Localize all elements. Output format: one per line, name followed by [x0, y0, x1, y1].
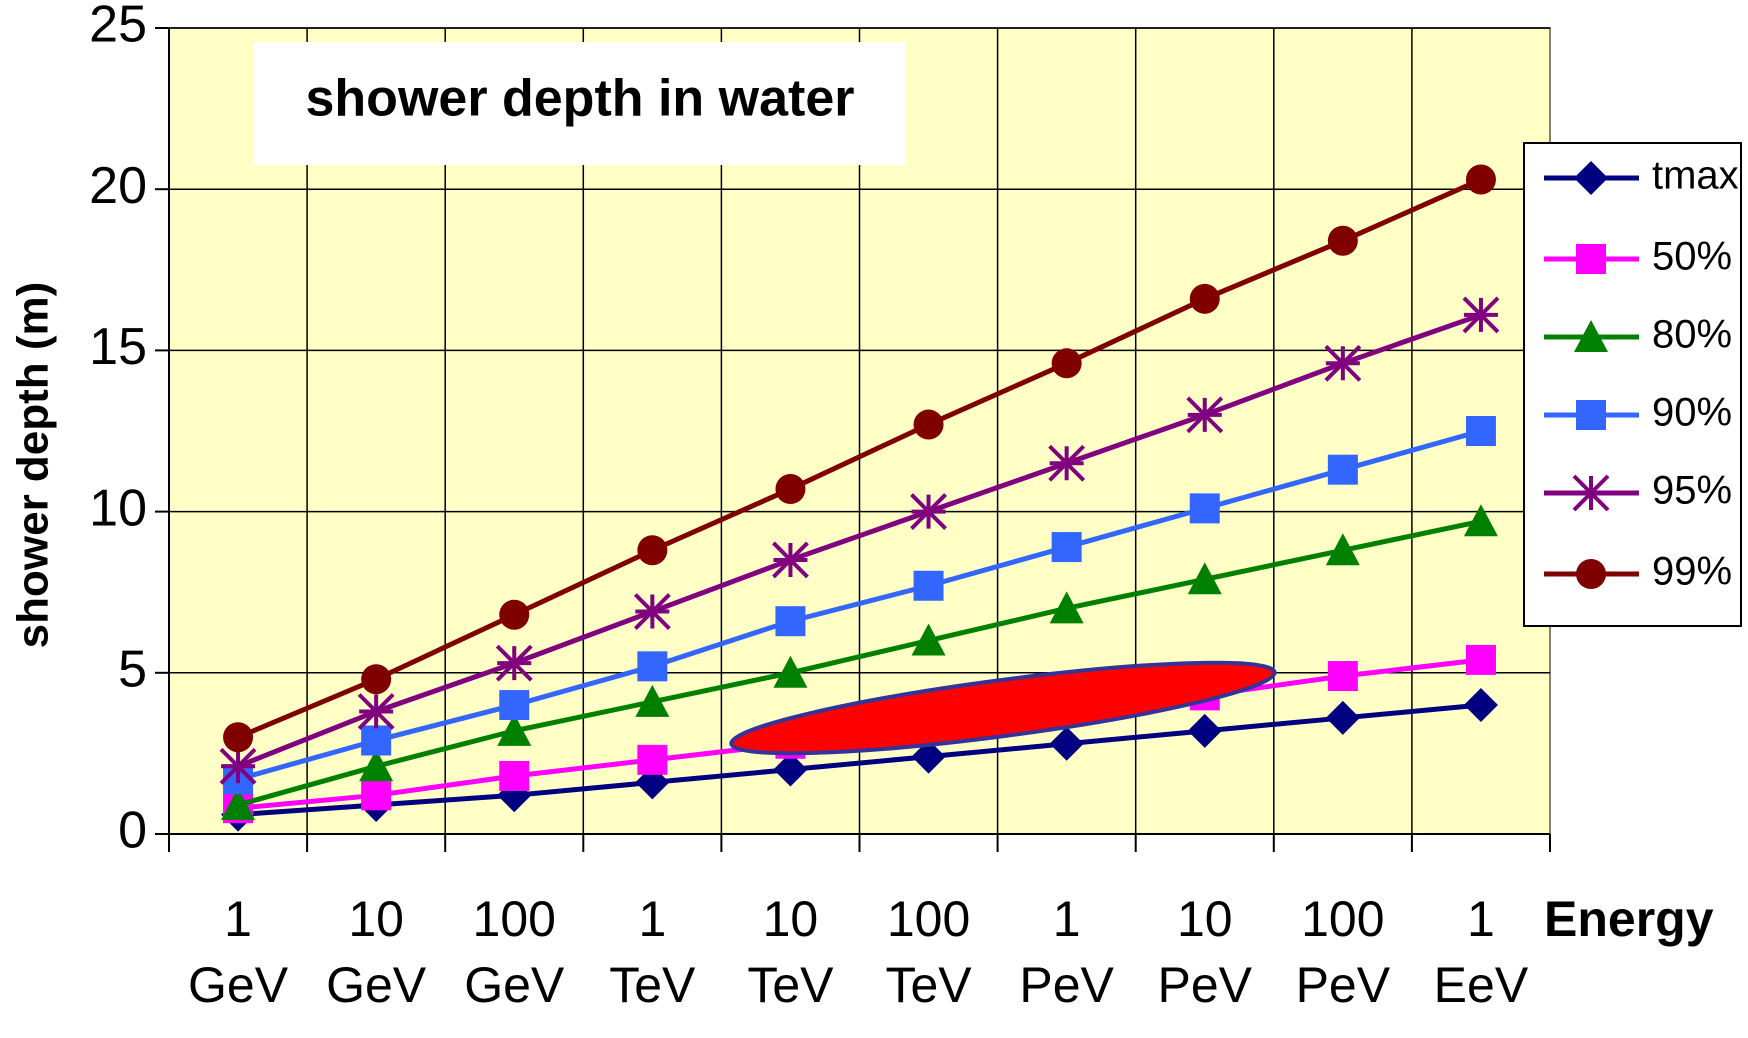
- marker: [495, 644, 533, 682]
- series-line: [237, 518, 1482, 808]
- marker: [1325, 533, 1360, 566]
- highlight-ellipse: [729, 660, 1277, 756]
- chart-title: shower depth in water: [306, 70, 855, 128]
- marker: [1048, 444, 1086, 482]
- marker: [357, 693, 395, 730]
- series-lines: [219, 164, 1500, 832]
- marker: [772, 541, 809, 579]
- legend-label: tmax: [1652, 154, 1739, 198]
- marker: [911, 739, 946, 774]
- marker: [1051, 348, 1082, 379]
- marker: [1189, 493, 1220, 524]
- marker: [1327, 454, 1358, 485]
- marker: [1465, 164, 1496, 195]
- marker: [1576, 244, 1606, 274]
- marker: [499, 599, 530, 630]
- marker: [1049, 591, 1084, 624]
- y-tick-label: 20: [89, 157, 147, 215]
- marker: [1325, 700, 1360, 735]
- marker: [1189, 283, 1220, 314]
- marker: [637, 535, 668, 566]
- marker: [1574, 161, 1608, 195]
- marker: [773, 655, 808, 688]
- marker: [1186, 396, 1224, 434]
- marker: [361, 725, 392, 756]
- marker: [1327, 661, 1358, 692]
- y-tick-label: 15: [89, 318, 147, 376]
- legend-label: 50%: [1652, 235, 1732, 279]
- title-box: [254, 42, 905, 165]
- legend-label: 90%: [1652, 391, 1732, 435]
- legend-label: 99%: [1652, 550, 1732, 594]
- marker: [1463, 504, 1498, 537]
- legend-label: 95%: [1652, 469, 1732, 513]
- marker: [1187, 562, 1222, 595]
- marker: [1576, 559, 1606, 589]
- marker: [1187, 713, 1222, 748]
- marker: [633, 593, 671, 630]
- x-tick-label: 100 TeV: [885, 891, 972, 1013]
- x-tick-label: 10 TeV: [747, 891, 834, 1013]
- x-tick-label: 1 EeV: [1433, 891, 1529, 1013]
- x-tick-label: 100 GeV: [464, 891, 565, 1013]
- marker: [1463, 688, 1498, 723]
- marker: [1576, 400, 1606, 430]
- y-tick-label: 5: [118, 641, 147, 699]
- legend-box: [1523, 142, 1742, 627]
- marker: [361, 664, 392, 695]
- y-tick-label: 0: [118, 802, 147, 860]
- series-line: [237, 428, 1482, 782]
- marker: [775, 474, 806, 505]
- marker: [913, 409, 944, 440]
- series-line: [237, 312, 1482, 769]
- marker: [1324, 344, 1362, 382]
- y-axis-label: shower depth (m): [9, 282, 58, 649]
- marker: [911, 623, 946, 656]
- marker: [1465, 644, 1496, 675]
- marker: [910, 493, 947, 531]
- marker: [1462, 296, 1500, 334]
- marker: [773, 752, 808, 787]
- marker: [913, 570, 944, 601]
- marker: [219, 747, 257, 785]
- marker: [1574, 320, 1608, 352]
- y-tick-label: 10: [89, 479, 147, 537]
- marker: [1049, 726, 1084, 761]
- x-tick-label: 100 PeV: [1295, 891, 1391, 1013]
- marker: [1572, 474, 1610, 512]
- x-axis-label: Energy: [1544, 891, 1714, 947]
- marker: [1051, 532, 1082, 563]
- marker: [775, 606, 806, 637]
- x-tick-label: 1 PeV: [1019, 891, 1114, 1013]
- marker: [637, 651, 668, 682]
- x-tick-label: 10 PeV: [1157, 891, 1252, 1013]
- series-line: [237, 702, 1482, 818]
- marker: [359, 749, 394, 782]
- marker: [497, 713, 532, 746]
- marker: [499, 760, 530, 791]
- x-tick-label: 1 TeV: [609, 891, 696, 1013]
- marker: [361, 780, 392, 811]
- marker: [635, 684, 670, 717]
- x-tick-label: 10 GeV: [326, 891, 427, 1013]
- marker: [223, 722, 254, 753]
- marker: [1465, 416, 1496, 446]
- y-tick-label: 25: [89, 0, 147, 54]
- marker: [499, 690, 530, 721]
- marker: [1327, 225, 1358, 256]
- series-line: [237, 177, 1482, 740]
- legend-label: 80%: [1652, 313, 1732, 357]
- marker: [637, 744, 668, 775]
- marker: [221, 787, 256, 820]
- x-tick-label: 1 GeV: [188, 891, 289, 1013]
